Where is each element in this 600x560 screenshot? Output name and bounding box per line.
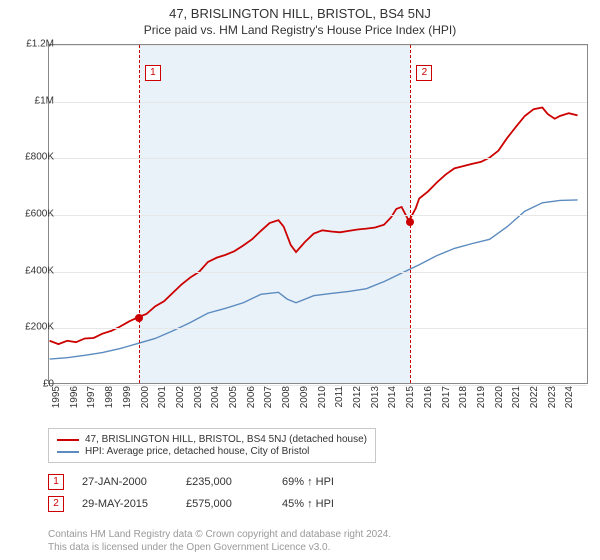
footer-line-1: Contains HM Land Registry data © Crown c… <box>48 528 391 541</box>
series-line-price_paid <box>50 108 578 345</box>
gridline <box>49 272 587 273</box>
x-axis-label: 2015 <box>405 386 416 408</box>
sale-price: £235,000 <box>186 476 264 488</box>
x-axis-label: 2003 <box>193 386 204 408</box>
x-axis-label: 1999 <box>122 386 133 408</box>
legend-row: 47, BRISLINGTON HILL, BRISTOL, BS4 5NJ (… <box>57 434 367 445</box>
x-axis-label: 1997 <box>86 386 97 408</box>
x-axis-label: 2014 <box>387 386 398 408</box>
x-axis-label: 2005 <box>228 386 239 408</box>
x-axis-label: 2013 <box>370 386 381 408</box>
sale-row: 1 27-JAN-2000 £235,000 69% ↑ HPI <box>48 474 352 490</box>
legend-box: 47, BRISLINGTON HILL, BRISTOL, BS4 5NJ (… <box>48 428 376 463</box>
x-axis-label: 1996 <box>69 386 80 408</box>
footer-attribution: Contains HM Land Registry data © Crown c… <box>48 528 391 554</box>
gridline <box>49 215 587 216</box>
x-axis-label: 2021 <box>511 386 522 408</box>
x-axis-label: 2002 <box>175 386 186 408</box>
x-axis-label: 2020 <box>494 386 505 408</box>
x-axis-label: 2022 <box>529 386 540 408</box>
legend-label: HPI: Average price, detached house, City… <box>85 446 309 457</box>
sale-number-badge: 2 <box>48 496 64 512</box>
legend-swatch <box>57 439 79 441</box>
y-axis-label: £1M <box>10 95 54 106</box>
sale-marker-dot <box>135 314 143 322</box>
x-axis-label: 2010 <box>317 386 328 408</box>
x-axis-label: 2016 <box>423 386 434 408</box>
x-axis-label: 2000 <box>140 386 151 408</box>
x-axis-label: 2011 <box>334 386 345 408</box>
x-axis-label: 2024 <box>564 386 575 408</box>
sale-marker-badge: 2 <box>416 65 432 81</box>
legend-swatch <box>57 451 79 453</box>
chart-container: 47, BRISLINGTON HILL, BRISTOL, BS4 5NJ P… <box>0 0 600 560</box>
x-axis-label: 2019 <box>476 386 487 408</box>
x-axis-label: 2004 <box>210 386 221 408</box>
chart-title: 47, BRISLINGTON HILL, BRISTOL, BS4 5NJ <box>0 0 600 21</box>
chart-plot-area: 12 <box>48 44 588 384</box>
sale-marker-badge: 1 <box>145 65 161 81</box>
x-axis-label: 2006 <box>246 386 257 408</box>
x-axis-label: 2007 <box>263 386 274 408</box>
y-axis-label: £400K <box>10 265 54 276</box>
x-axis-label: 2012 <box>352 386 363 408</box>
y-axis-label: £1.2M <box>10 39 54 50</box>
gridline <box>49 158 587 159</box>
series-line-hpi <box>50 200 578 359</box>
chart-lines-svg <box>49 45 587 383</box>
legend-label: 47, BRISLINGTON HILL, BRISTOL, BS4 5NJ (… <box>85 434 367 445</box>
sale-date: 27-JAN-2000 <box>82 476 168 488</box>
y-axis-label: £0 <box>10 379 54 390</box>
legend-row: HPI: Average price, detached house, City… <box>57 446 367 457</box>
sale-price: £575,000 <box>186 498 264 510</box>
x-axis-label: 1995 <box>51 386 62 408</box>
sale-hpi-pct: 69% ↑ HPI <box>282 476 352 488</box>
sale-marker-line <box>139 45 140 383</box>
gridline <box>49 102 587 103</box>
sales-table: 1 27-JAN-2000 £235,000 69% ↑ HPI 2 29-MAY-201… <box>48 474 352 518</box>
sale-row: 2 29-MAY-2015 £575,000 45% ↑ HPI <box>48 496 352 512</box>
x-axis-label: 1998 <box>104 386 115 408</box>
gridline <box>49 328 587 329</box>
x-axis-label: 2023 <box>547 386 558 408</box>
x-axis-label: 2009 <box>299 386 310 408</box>
gridline <box>49 45 587 46</box>
footer-line-2: This data is licensed under the Open Gov… <box>48 541 391 554</box>
sale-marker-line <box>410 45 411 383</box>
x-axis-label: 2001 <box>157 386 168 408</box>
x-axis-label: 2017 <box>441 386 452 408</box>
y-axis-label: £200K <box>10 322 54 333</box>
x-axis-label: 2018 <box>458 386 469 408</box>
sale-date: 29-MAY-2015 <box>82 498 168 510</box>
sale-number-badge: 1 <box>48 474 64 490</box>
sale-hpi-pct: 45% ↑ HPI <box>282 498 352 510</box>
y-axis-label: £600K <box>10 209 54 220</box>
x-axis-label: 2008 <box>281 386 292 408</box>
sale-marker-dot <box>406 218 414 226</box>
y-axis-label: £800K <box>10 152 54 163</box>
chart-subtitle: Price paid vs. HM Land Registry's House … <box>0 21 600 37</box>
